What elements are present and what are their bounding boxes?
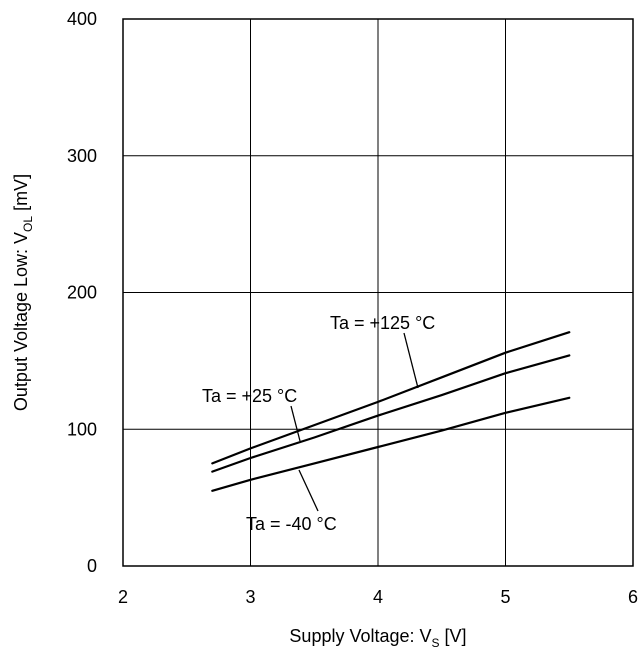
ticks-layer: 2 3 4 5 6 0 100 200 300 400	[67, 9, 638, 607]
series-line-ta-minus-40c	[211, 396, 571, 492]
leader-line-ta-minus-40c	[298, 469, 319, 512]
leader-line-ta-25c	[290, 405, 301, 442]
y-axis-title-unit: [mV]	[11, 174, 31, 216]
x-tick-label-2: 2	[118, 587, 128, 607]
series-label-ta-125c: Ta = +125 °C	[330, 313, 435, 333]
plot-frame	[122, 18, 634, 567]
leader-line-ta-125c	[403, 332, 419, 389]
series-line-ta-25c	[211, 354, 571, 473]
y-tick-label-300: 300	[67, 146, 97, 166]
y-axis-title-main: Output Voltage Low: V	[11, 232, 31, 411]
series-label-ta-minus-40c: Ta = -40 °C	[246, 514, 337, 534]
annotations: Ta = +125 °C Ta = +25 °C Ta = -40 °C	[202, 313, 435, 534]
y-tick-label-200: 200	[67, 283, 97, 303]
x-axis-title-sub: S	[432, 636, 440, 650]
series-line-ta-125c	[211, 331, 571, 465]
y-tick-label-400: 400	[67, 9, 97, 29]
x-tick-label-4: 4	[373, 587, 383, 607]
y-tick-label-100: 100	[67, 419, 97, 439]
grid-layer	[123, 19, 633, 566]
x-tick-label-5: 5	[500, 587, 510, 607]
x-tick-label-3: 3	[245, 587, 255, 607]
x-axis-title-main: Supply Voltage: V	[289, 626, 431, 646]
y-axis-title-sub: OL	[21, 216, 35, 232]
y-axis-title: Output Voltage Low: VOL [mV]	[11, 174, 35, 411]
x-tick-label-6: 6	[628, 587, 638, 607]
series-label-ta-25c: Ta = +25 °C	[202, 386, 297, 406]
x-axis-title: Supply Voltage: VS [V]	[289, 626, 466, 650]
x-axis-title-unit: [V]	[440, 626, 467, 646]
series-layer	[211, 331, 571, 492]
y-tick-label-0: 0	[87, 556, 97, 576]
